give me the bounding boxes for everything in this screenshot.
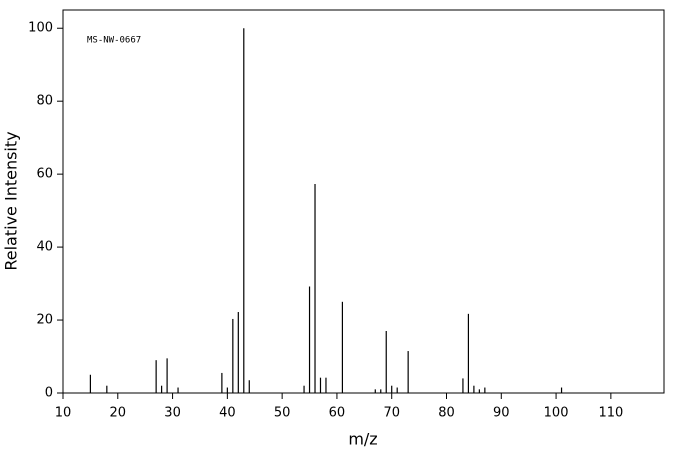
x-tick-label: 100 xyxy=(544,406,569,421)
x-tick-label: 50 xyxy=(274,406,291,421)
y-tick-label: 80 xyxy=(36,94,53,109)
y-tick-label: 20 xyxy=(36,313,53,328)
y-tick-label: 100 xyxy=(28,21,53,36)
y-tick-label: 40 xyxy=(36,240,53,255)
y-tick-label: 60 xyxy=(36,167,53,182)
x-tick-label: 90 xyxy=(493,406,510,421)
x-axis-title: m/z xyxy=(348,430,377,449)
x-tick-label: 30 xyxy=(164,406,181,421)
x-tick-label: 40 xyxy=(219,406,236,421)
y-axis-title: Relative Intensity xyxy=(2,131,21,270)
x-tick-label: 110 xyxy=(598,406,623,421)
annotation: MS-NW-0667 xyxy=(87,36,141,46)
y-tick-label: 0 xyxy=(45,386,53,401)
x-tick-label: 10 xyxy=(55,406,72,421)
x-tick-label: 80 xyxy=(438,406,455,421)
x-tick-label: 70 xyxy=(383,406,400,421)
plot-frame xyxy=(62,9,665,394)
x-tick-label: 20 xyxy=(110,406,127,421)
x-tick-label: 60 xyxy=(329,406,346,421)
